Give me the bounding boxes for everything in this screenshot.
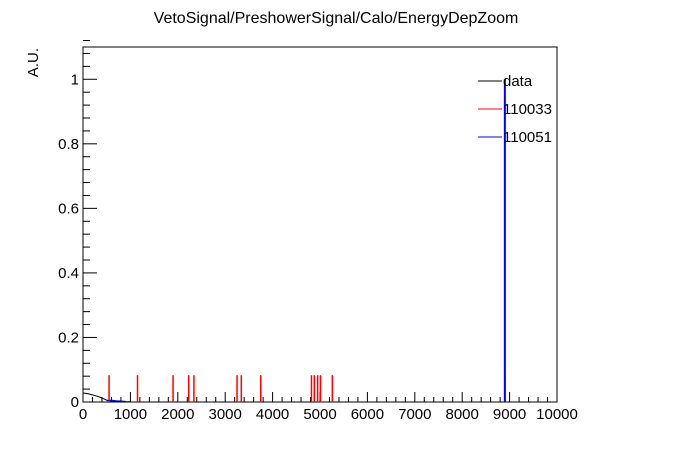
x-tick-label: 5000 [303, 406, 336, 423]
y-tick-label: 0.4 [58, 265, 79, 282]
series-line-110051 [106, 399, 126, 402]
y-tick-label: 0.8 [58, 136, 79, 153]
x-tick-label: 6000 [351, 406, 384, 423]
x-tick-label: 4000 [256, 406, 289, 423]
x-axis: 0 1000 2000 3000 4000 5000 6000 7000 8000 9000 100… [79, 392, 578, 423]
x-tick-label: 7000 [398, 406, 431, 423]
plot-area [82, 79, 506, 403]
legend-label-data: data [503, 73, 533, 90]
x-tick-label: 10000 [536, 406, 578, 423]
x-tick-label: 2000 [161, 406, 194, 423]
x-tick-label: 3000 [209, 406, 242, 423]
y-tick-label: 0 [71, 394, 79, 411]
x-tick-label: 1000 [114, 406, 147, 423]
legend-label-110051: 110051 [503, 129, 552, 146]
y-axis: 0 0.2 0.4 0.6 0.8 1 [58, 40, 97, 411]
x-tick-label: 0 [79, 406, 87, 423]
chart-title: VetoSignal/PreshowerSignal/Calo/EnergyDe… [154, 10, 519, 27]
x-tick-label: 9000 [493, 406, 526, 423]
y-tick-label: 1 [71, 71, 79, 88]
y-tick-label: 0.2 [58, 329, 79, 346]
plot-frame [82, 46, 558, 403]
x-tick-label: 8000 [446, 406, 479, 423]
legend: data 110033 110051 [478, 73, 552, 146]
y-tick-label: 0.6 [58, 200, 79, 217]
legend-label-110033: 110033 [503, 101, 552, 118]
y-axis-label: A.U. [25, 48, 42, 77]
